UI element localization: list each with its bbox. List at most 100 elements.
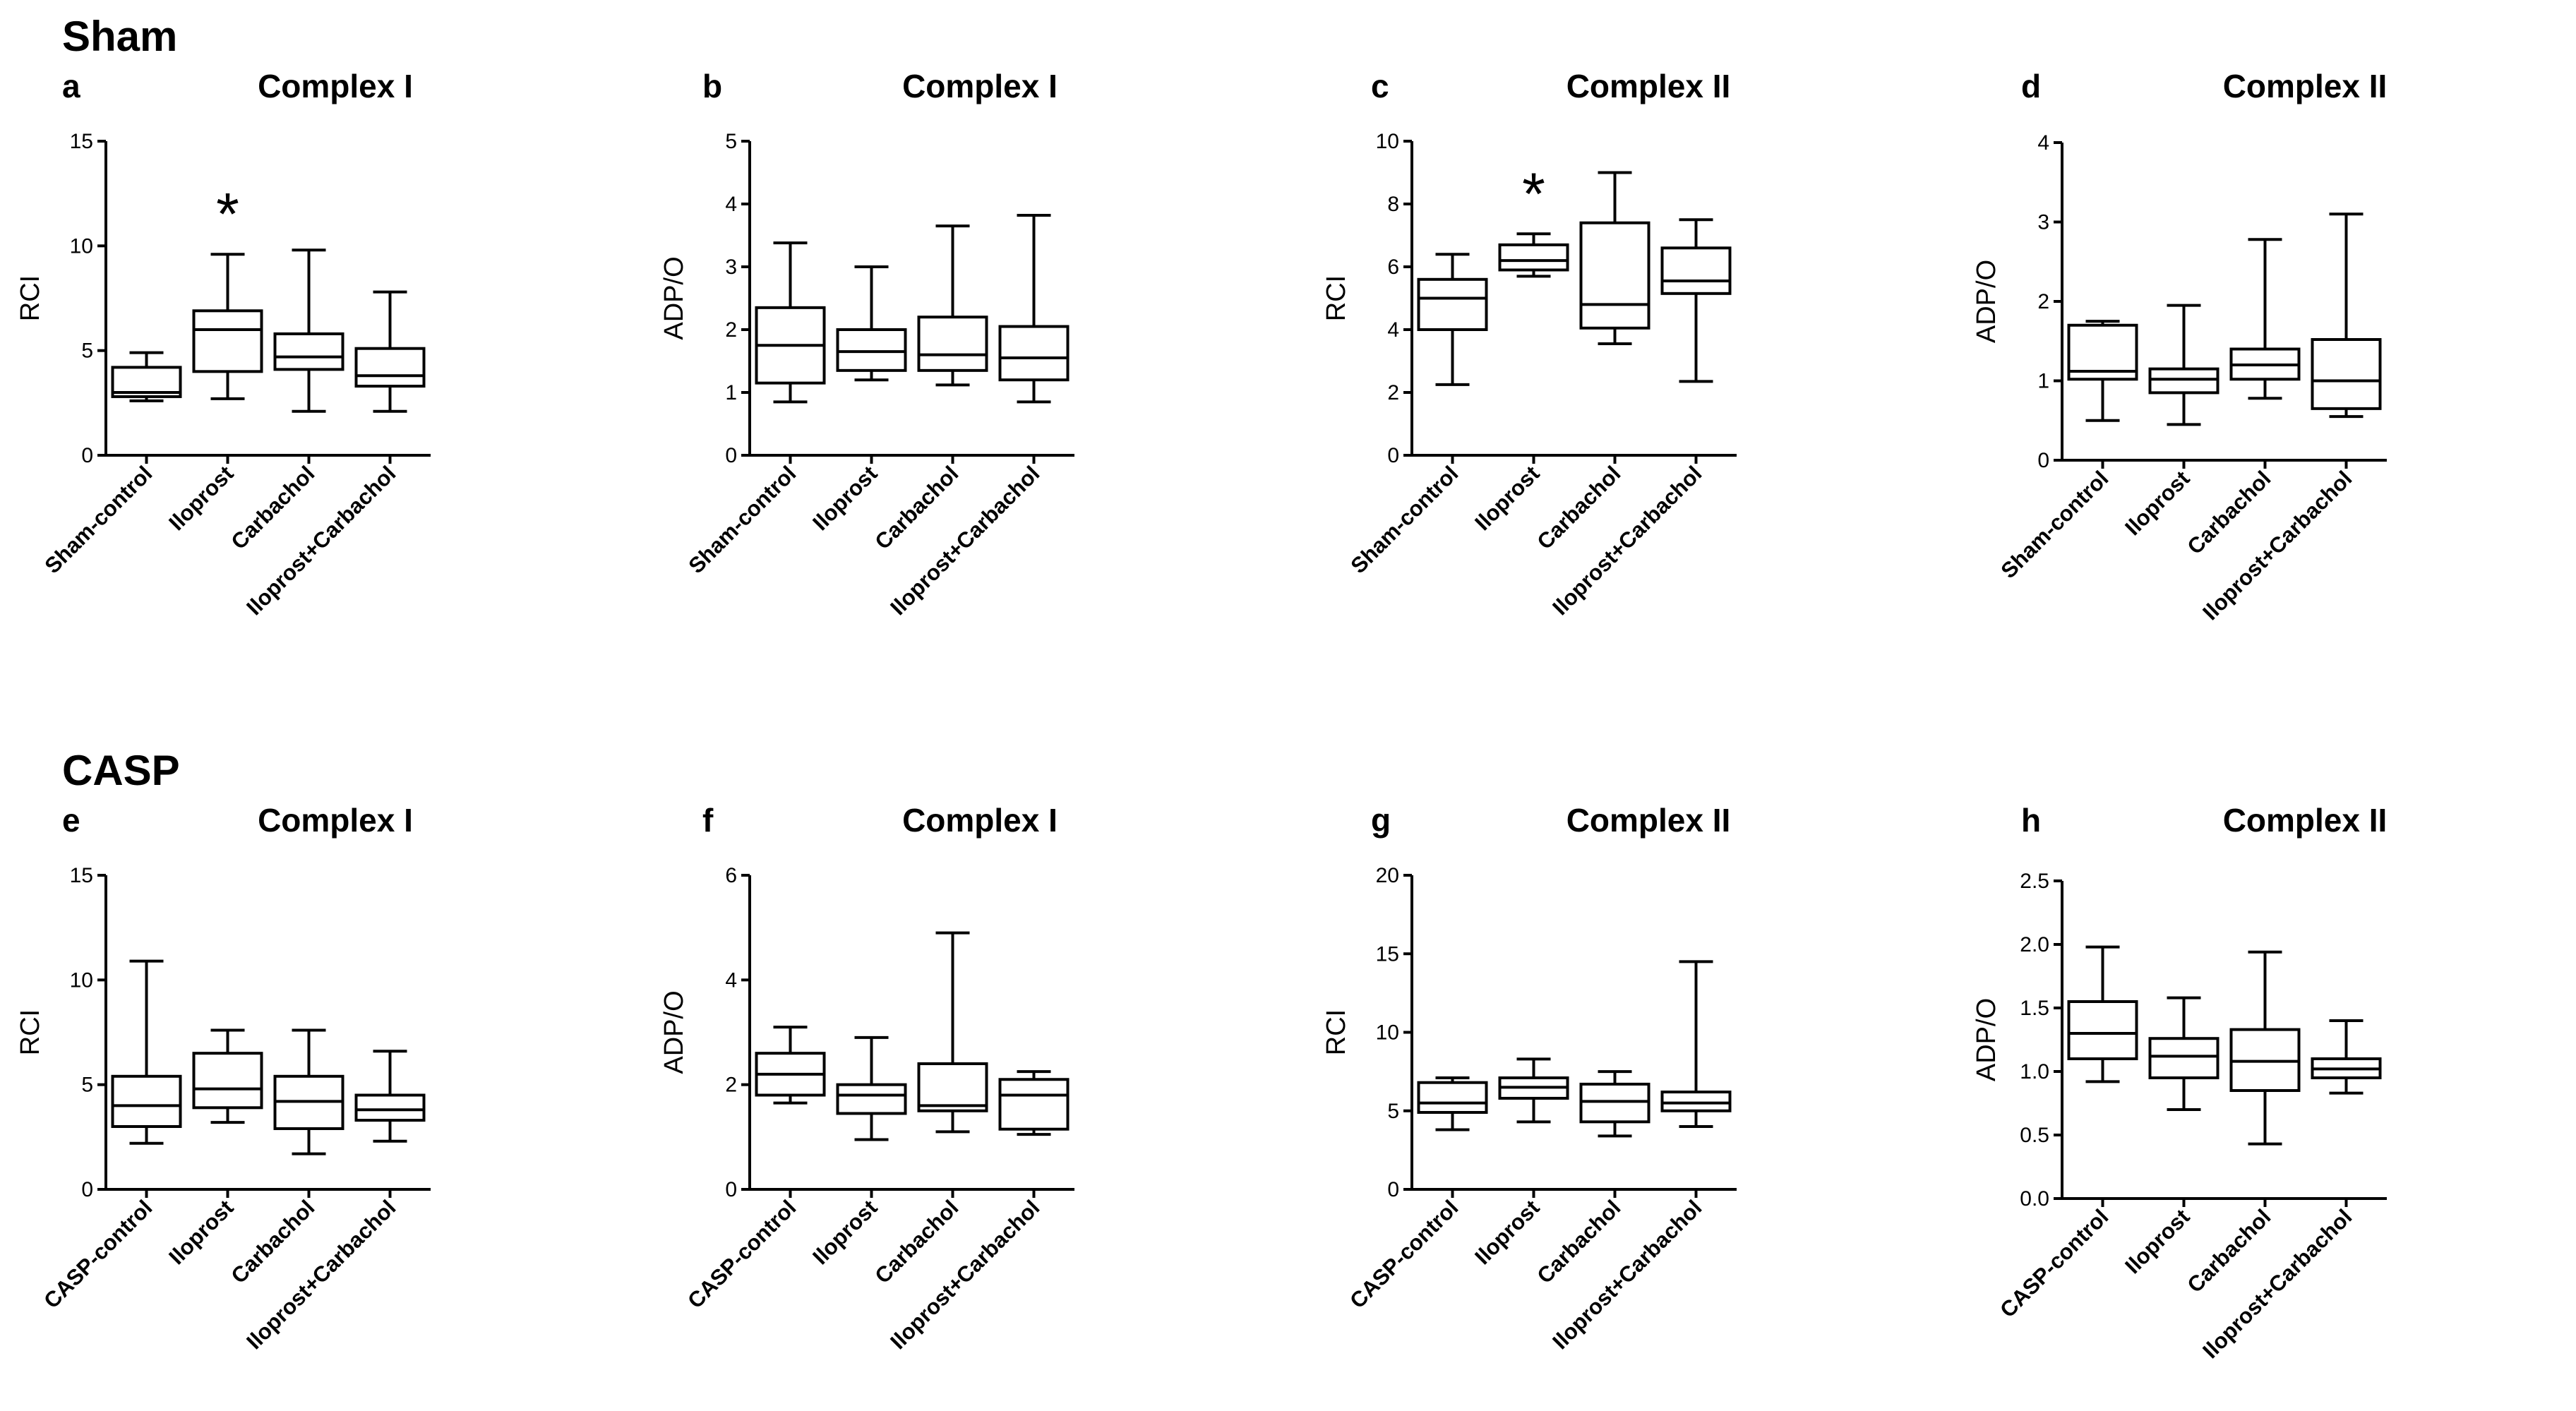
y-tick-label: 1.0 bbox=[2020, 1060, 2049, 1083]
category-label: Iloprost bbox=[1470, 1195, 1544, 1269]
box-CASP-control: CASP-control bbox=[1995, 945, 2138, 1322]
section-title-sham: Sham bbox=[62, 13, 177, 60]
y-tick-label: 1.5 bbox=[2020, 997, 2049, 1020]
box-Carbachol: Carbachol bbox=[2182, 238, 2301, 559]
panel-letter: f bbox=[702, 802, 714, 839]
box-Carbachol: Carbachol bbox=[2182, 950, 2301, 1297]
y-tick-label: 1 bbox=[2037, 370, 2049, 393]
y-axis-label: RCI bbox=[1322, 1009, 1351, 1055]
chart-panel-h: h Complex II ADP/O 0.0 0.5 1.0 1.5 2.0 2.5 CASP-c… bbox=[1972, 802, 2387, 1363]
y-axis-label: RCI bbox=[16, 275, 45, 321]
y-tick-label: 5 bbox=[725, 130, 737, 153]
iqr-box bbox=[998, 1078, 1070, 1131]
significance-asterisk: * bbox=[1522, 160, 1545, 227]
section-title-casp: CASP bbox=[62, 747, 180, 794]
iqr-box bbox=[273, 332, 345, 371]
iqr-box bbox=[1498, 243, 1569, 272]
iqr-box bbox=[917, 316, 988, 372]
iqr-box bbox=[2148, 1037, 2219, 1079]
category-label: Iloprost bbox=[808, 1195, 882, 1269]
category-label: Iloprost+Carbachol bbox=[1547, 1195, 1706, 1354]
category-label: Iloprost+Carbachol bbox=[2198, 466, 2356, 625]
y-tick-label: 3 bbox=[725, 256, 737, 279]
panel-letter: d bbox=[2021, 68, 2041, 104]
category-label: Sham-control bbox=[40, 461, 157, 578]
y-tick-label: 0 bbox=[81, 444, 93, 467]
y-axis-label: RCI bbox=[1322, 275, 1351, 321]
box-Iloprost+Carbachol: Iloprost+Carbachol bbox=[1547, 960, 1732, 1354]
chart-title: Complex II bbox=[2223, 802, 2388, 839]
significance-asterisk: * bbox=[216, 181, 239, 247]
iqr-box bbox=[2067, 323, 2138, 381]
category-label: CASP-control bbox=[1345, 1195, 1463, 1313]
category-label: Iloprost+Carbachol bbox=[885, 461, 1044, 620]
category-label: Iloprost bbox=[164, 1195, 238, 1269]
y-tick-label: 0 bbox=[1387, 444, 1399, 467]
iqr-box bbox=[2148, 367, 2219, 395]
category-label: Iloprost+Carbachol bbox=[885, 1195, 1044, 1354]
box-Iloprost+Carbachol: Iloprost+Carbachol bbox=[885, 1070, 1070, 1354]
panel-letter: h bbox=[2021, 802, 2041, 839]
category-label: Iloprost bbox=[1470, 461, 1544, 535]
category-label: Iloprost+Carbachol bbox=[241, 461, 400, 620]
y-tick-label: 4 bbox=[725, 193, 737, 216]
y-tick-label: 4 bbox=[1387, 318, 1399, 342]
iqr-box bbox=[1579, 221, 1651, 330]
chart-title: Complex II bbox=[1566, 802, 1731, 839]
iqr-box bbox=[836, 328, 907, 372]
y-tick-label: 2 bbox=[725, 1074, 737, 1097]
y-tick-label: 0 bbox=[1387, 1178, 1399, 1201]
y-tick-label: 2 bbox=[2037, 290, 2049, 313]
y-tick-label: 2 bbox=[1387, 381, 1399, 404]
box-CASP-control: CASP-control bbox=[683, 1026, 826, 1313]
y-tick-label: 3 bbox=[2037, 211, 2049, 234]
panel-letter: g bbox=[1371, 802, 1391, 839]
y-tick-label: 5 bbox=[81, 1074, 93, 1097]
category-label: Iloprost bbox=[2120, 1204, 2194, 1278]
y-tick-label: 10 bbox=[70, 968, 93, 992]
category-label: Iloprost bbox=[808, 461, 882, 535]
panel-letter: b bbox=[702, 68, 722, 104]
y-tick-label: 2.5 bbox=[2020, 870, 2049, 893]
y-axis-label: RCI bbox=[16, 1009, 45, 1055]
y-tick-label: 0 bbox=[725, 444, 737, 467]
category-label: CASP-control bbox=[39, 1195, 157, 1313]
y-tick-label: 5 bbox=[1387, 1100, 1399, 1123]
box-Sham-control: Sham-control bbox=[1996, 320, 2138, 583]
category-label: Sham-control bbox=[1346, 461, 1463, 578]
iqr-box bbox=[192, 309, 263, 373]
box-Sham-control: Sham-control bbox=[1346, 253, 1488, 578]
category-label: Iloprost bbox=[2120, 466, 2194, 540]
category-label: Sham-control bbox=[683, 461, 801, 578]
y-tick-label: 4 bbox=[725, 968, 737, 992]
category-label: Iloprost+Carbachol bbox=[241, 1195, 400, 1354]
iqr-box bbox=[2067, 1000, 2138, 1060]
y-tick-label: 2 bbox=[725, 318, 737, 342]
category-label: Sham-control bbox=[1996, 466, 2113, 583]
box-Carbachol: Carbachol bbox=[226, 248, 345, 554]
chart-title: Complex I bbox=[258, 68, 413, 104]
y-tick-label: 5 bbox=[81, 340, 93, 363]
iqr-box bbox=[354, 1093, 426, 1122]
box-Carbachol: Carbachol bbox=[1532, 171, 1651, 554]
box-Iloprost: Iloprost bbox=[164, 1028, 263, 1269]
iqr-box bbox=[111, 1074, 182, 1129]
box-Iloprost: Iloprost * bbox=[1470, 160, 1569, 535]
y-tick-label: 8 bbox=[1387, 193, 1399, 216]
y-axis-label: ADP/O bbox=[1972, 260, 2001, 343]
y-tick-label: 2.0 bbox=[2020, 933, 2049, 956]
iqr-box bbox=[192, 1052, 263, 1110]
category-label: Iloprost+Carbachol bbox=[2198, 1204, 2356, 1363]
panel-letter: a bbox=[62, 68, 80, 104]
y-axis-label: ADP/O bbox=[659, 256, 689, 340]
chart-panel-a: a Complex I RCI 0 5 10 15 Sham-control Iloprost *… bbox=[16, 68, 431, 620]
y-tick-label: 0 bbox=[725, 1178, 737, 1201]
y-tick-label: 10 bbox=[70, 234, 93, 258]
y-tick-label: 15 bbox=[70, 864, 93, 887]
